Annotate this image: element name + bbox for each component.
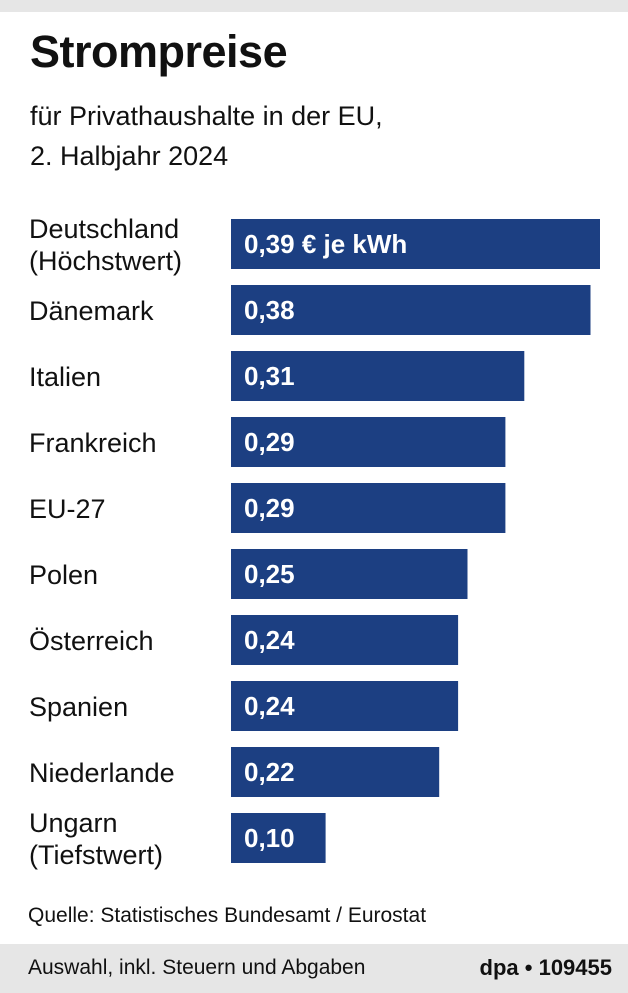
bar-deutschland xyxy=(231,219,600,269)
footer-bar: Auswahl, inkl. Steuern und Abgaben dpa •… xyxy=(0,944,628,993)
category-label-niederlande: Niederlande xyxy=(29,758,175,788)
value-label-polen: 0,25 xyxy=(244,559,295,589)
footer-credit: dpa • 109455 xyxy=(479,955,612,980)
subtitle-line-2: 2. Halbjahr 2024 xyxy=(30,141,229,171)
value-label-daenemark: 0,38 xyxy=(244,295,295,325)
category-label-daenemark: Dänemark xyxy=(29,296,154,326)
value-label-niederlande: 0,22 xyxy=(244,757,295,787)
chart-subtitle: für Privathaushalte in der EU, 2. Halbja… xyxy=(30,96,590,176)
value-label-eu-27: 0,29 xyxy=(244,493,295,523)
category-label-deutschland: Deutschland (Höchstwert) xyxy=(29,214,182,276)
category-label-line: (Tiefstwert) xyxy=(29,840,163,870)
category-label-spanien: Spanien xyxy=(29,692,128,722)
category-label-line: Deutschland xyxy=(29,214,179,244)
bar-polen xyxy=(231,549,468,599)
bar-frankreich xyxy=(231,417,506,467)
value-label-ungarn: 0,10 xyxy=(244,823,295,853)
category-label-polen: Polen xyxy=(29,560,98,590)
category-label-line: Ungarn xyxy=(29,808,118,838)
category-label-eu-27: EU-27 xyxy=(29,494,106,524)
category-label-italien: Italien xyxy=(29,362,101,392)
category-label-oesterreich: Österreich xyxy=(29,626,154,656)
subtitle-line-1: für Privathaushalte in der EU, xyxy=(30,101,383,131)
bar-spanien xyxy=(231,681,459,731)
footer-note: Auswahl, inkl. Steuern und Abgaben xyxy=(28,956,366,979)
bar-eu-27 xyxy=(231,483,506,533)
value-label-oesterreich: 0,24 xyxy=(244,625,295,655)
category-label-frankreich: Frankreich xyxy=(29,428,157,458)
category-label-ungarn: Ungarn (Tiefstwert) xyxy=(29,808,163,870)
value-label-frankreich: 0,29 xyxy=(244,427,295,457)
chart-title: Strompreise xyxy=(30,26,288,77)
source-note: Quelle: Statistisches Bundesamt / Eurost… xyxy=(28,904,427,927)
bar-italien xyxy=(231,351,525,401)
value-label-italien: 0,31 xyxy=(244,361,295,391)
category-label-line: (Höchstwert) xyxy=(29,246,182,276)
bar-ungarn xyxy=(231,813,326,863)
value-label-deutschland: 0,39 € je kWh xyxy=(244,229,407,259)
bar-chart: Deutschland (Höchstwert) 0,39 € je kWh Däne… xyxy=(29,214,600,870)
bar-daenemark xyxy=(231,285,591,335)
value-label-spanien: 0,24 xyxy=(244,691,295,721)
bar-oesterreich xyxy=(231,615,459,665)
bar-niederlande xyxy=(231,747,440,797)
top-strip xyxy=(0,0,628,12)
